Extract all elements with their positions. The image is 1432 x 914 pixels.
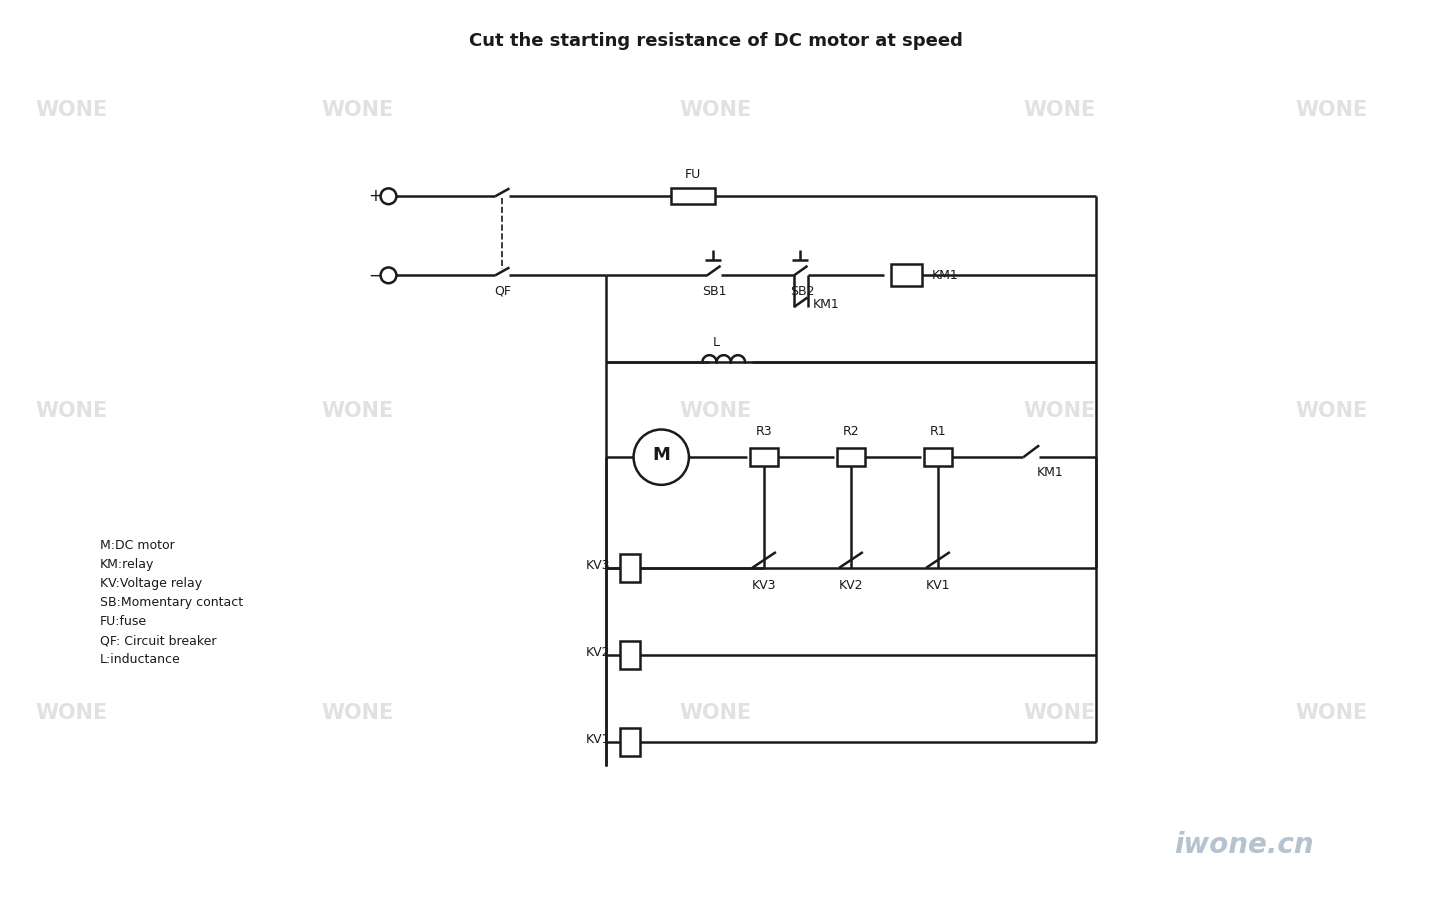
Text: FU: FU (684, 167, 702, 181)
Circle shape (381, 188, 397, 204)
Text: KV1: KV1 (925, 579, 951, 591)
Text: WONE: WONE (1024, 100, 1095, 120)
Text: WONE: WONE (322, 100, 394, 120)
Bar (750, 449, 778, 466)
Text: KV1: KV1 (586, 733, 610, 746)
Text: KV2: KV2 (586, 646, 610, 659)
Text: KM1: KM1 (813, 298, 839, 311)
Text: R2: R2 (842, 425, 859, 439)
Text: M: M (653, 446, 670, 463)
Bar (620, 641, 640, 669)
Text: M:DC motor
KM:relay
KV:Voltage relay
SB:Momentary contact
FU:fuse
QF: Circuit br: M:DC motor KM:relay KV:Voltage relay SB:… (100, 539, 243, 666)
Text: WONE: WONE (36, 703, 107, 723)
Text: SB2: SB2 (789, 284, 815, 298)
Text: WONE: WONE (1024, 703, 1095, 723)
Bar (672, 188, 715, 204)
Text: WONE: WONE (1296, 100, 1368, 120)
Text: KM1: KM1 (1037, 466, 1064, 480)
Circle shape (633, 430, 689, 484)
Text: R1: R1 (929, 425, 947, 439)
Text: WONE: WONE (680, 703, 752, 723)
Text: KV3: KV3 (586, 559, 610, 572)
Text: R3: R3 (756, 425, 772, 439)
Text: WONE: WONE (1024, 401, 1095, 421)
Text: WONE: WONE (1296, 703, 1368, 723)
Text: QF: QF (494, 284, 511, 298)
Circle shape (381, 268, 397, 283)
Text: WONE: WONE (1296, 401, 1368, 421)
Text: WONE: WONE (36, 401, 107, 421)
Bar (891, 264, 922, 286)
Bar (620, 554, 640, 581)
Text: WONE: WONE (322, 401, 394, 421)
Bar (838, 449, 865, 466)
Text: WONE: WONE (36, 100, 107, 120)
Text: Cut the starting resistance of DC motor at speed: Cut the starting resistance of DC motor … (470, 32, 962, 50)
Text: +: + (368, 187, 382, 206)
Bar (620, 728, 640, 756)
Text: iwone.cn: iwone.cn (1174, 831, 1315, 859)
Text: KV3: KV3 (752, 579, 776, 591)
Bar (924, 449, 952, 466)
Text: WONE: WONE (680, 401, 752, 421)
Text: SB1: SB1 (702, 284, 726, 298)
Text: KV2: KV2 (839, 579, 863, 591)
Text: −: − (368, 266, 382, 284)
Text: L: L (713, 336, 720, 349)
Text: WONE: WONE (322, 703, 394, 723)
Text: WONE: WONE (680, 100, 752, 120)
Text: KM1: KM1 (932, 269, 958, 282)
